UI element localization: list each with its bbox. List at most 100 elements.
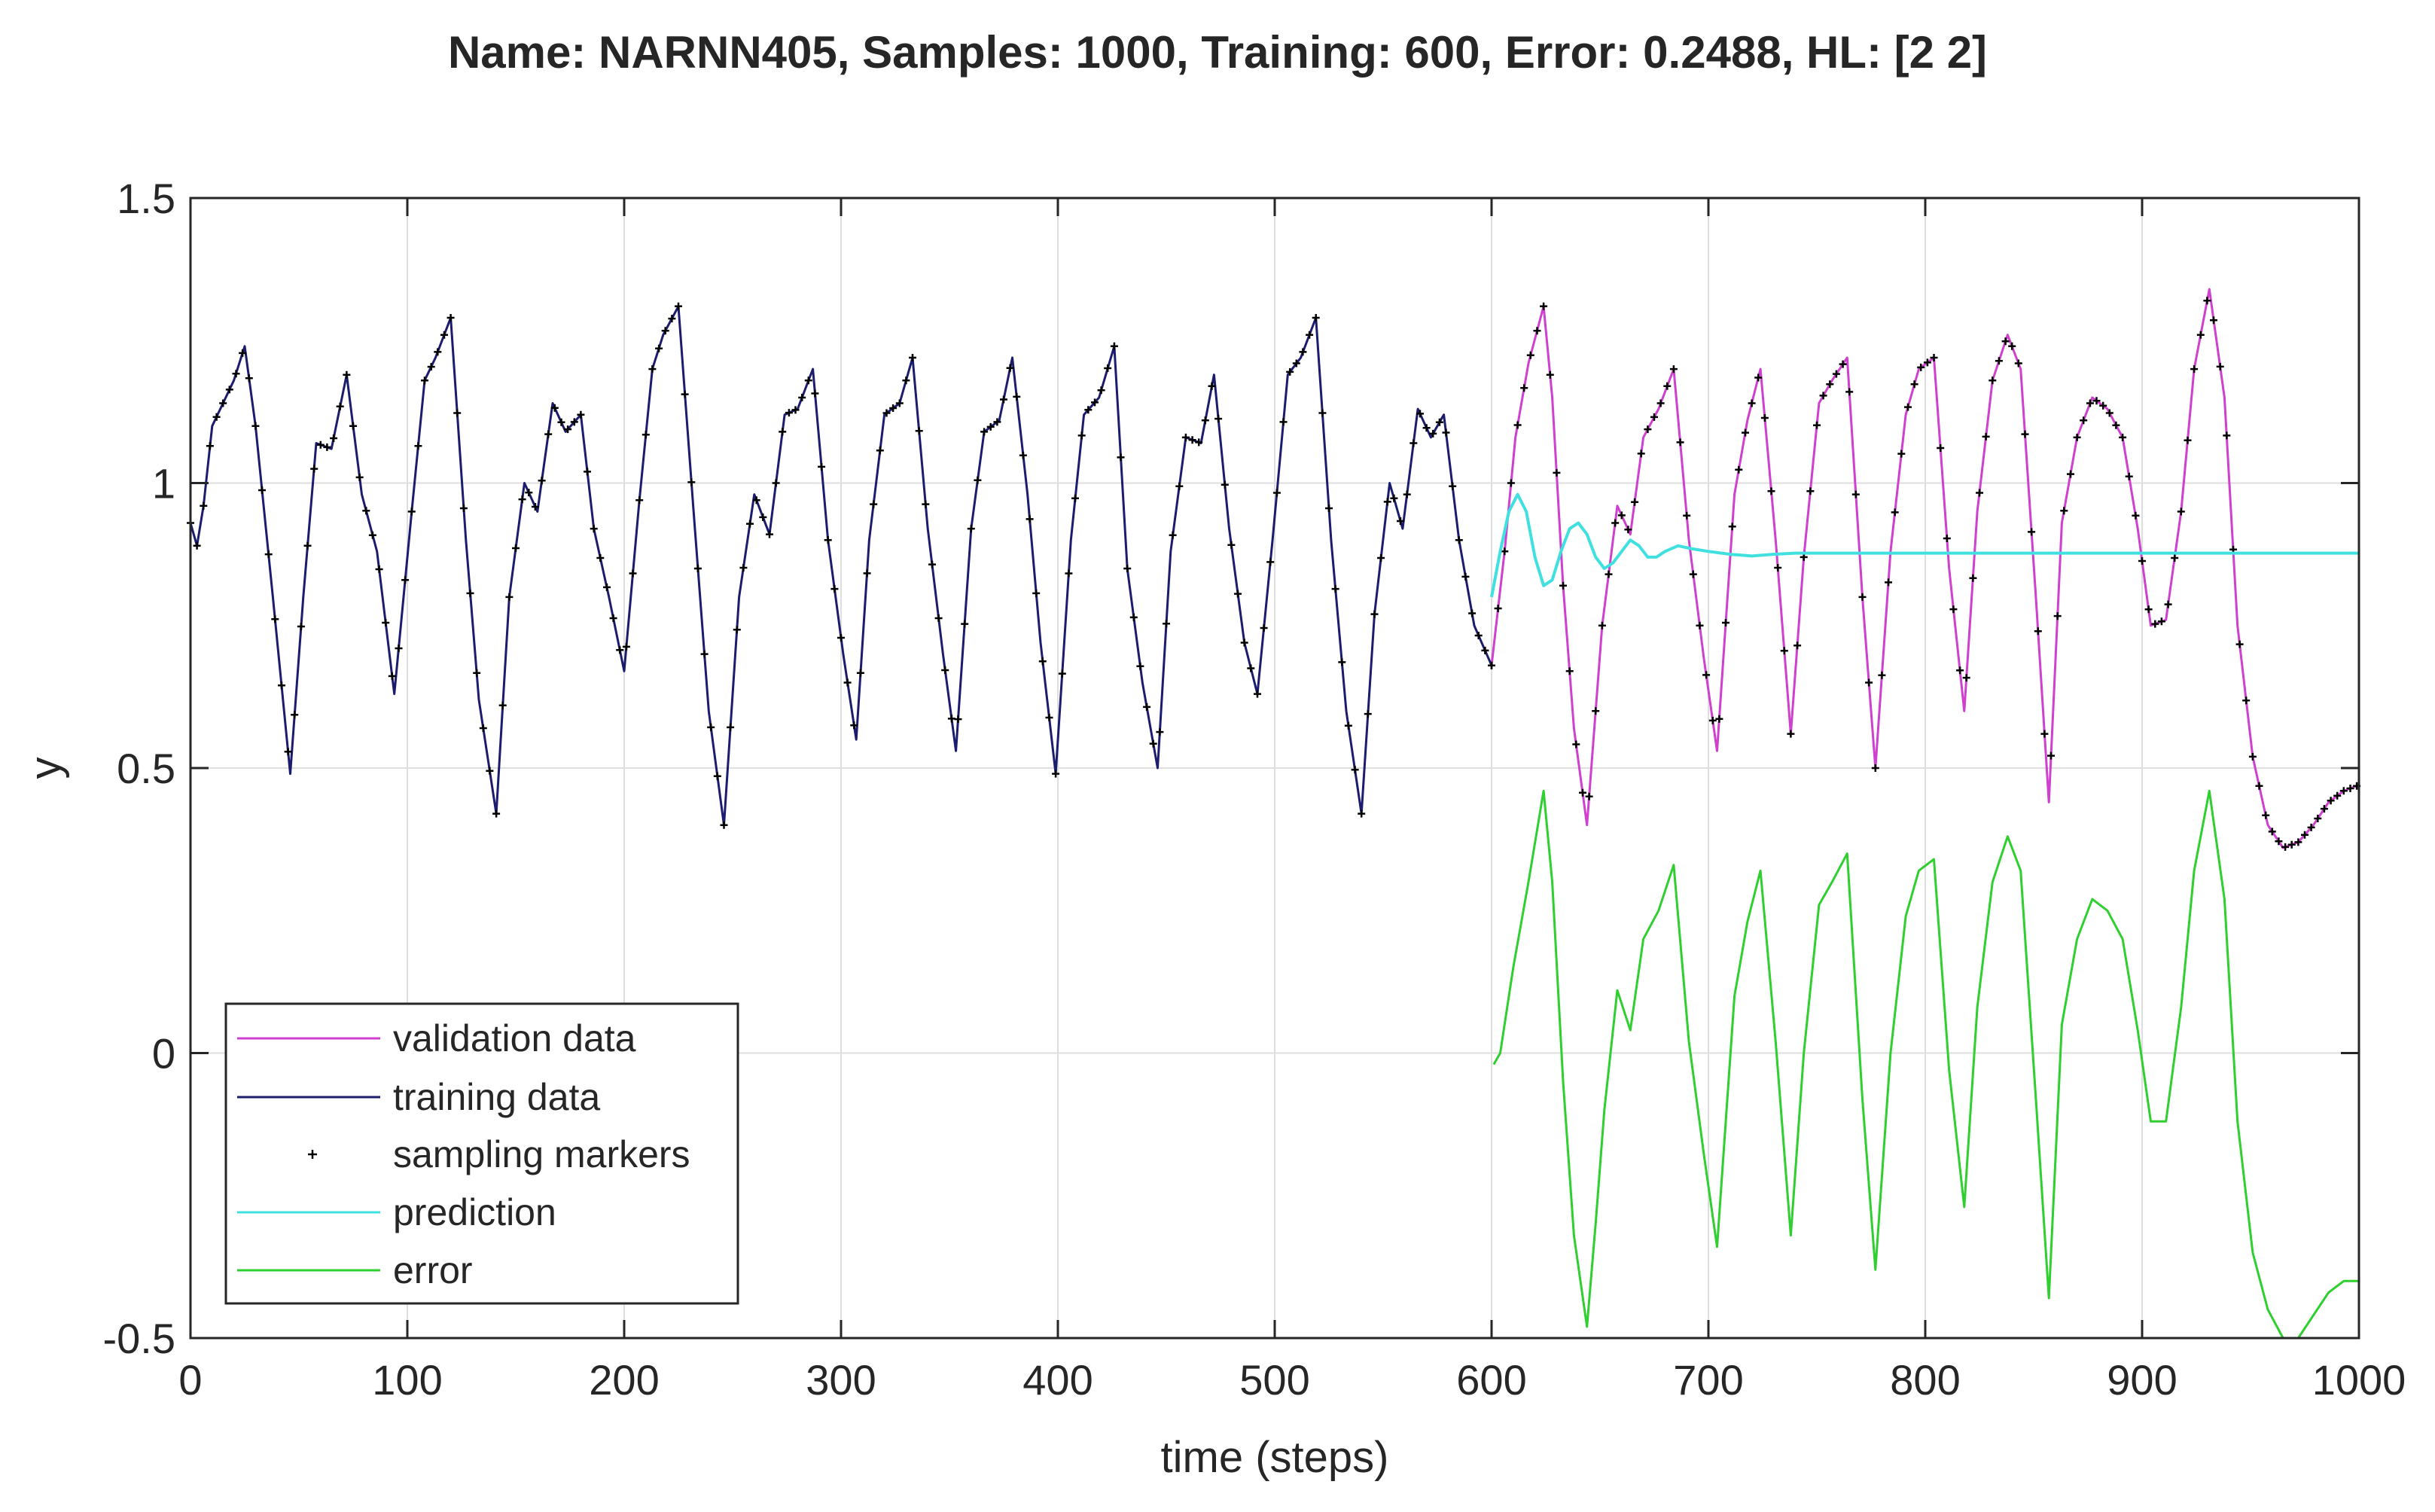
sampling-marker bbox=[200, 501, 208, 510]
sampling-marker bbox=[407, 508, 416, 516]
sampling-marker bbox=[1572, 740, 1580, 748]
sampling-marker bbox=[232, 370, 240, 378]
sampling-marker bbox=[525, 489, 533, 497]
sampling-marker bbox=[1240, 639, 1248, 647]
sampling-marker bbox=[1247, 664, 1255, 672]
sampling-marker bbox=[1702, 671, 1711, 679]
sampling-marker bbox=[1481, 646, 1489, 654]
sampling-marker bbox=[856, 669, 864, 677]
sampling-marker bbox=[401, 576, 410, 584]
y-tick-label: 1 bbox=[152, 460, 175, 508]
sampling-marker bbox=[1858, 593, 1867, 601]
sampling-marker bbox=[1891, 508, 1899, 517]
sampling-marker bbox=[1175, 482, 1184, 490]
sampling-marker bbox=[1227, 541, 1236, 549]
sampling-marker bbox=[564, 425, 572, 434]
sampling-marker bbox=[1793, 642, 1802, 650]
sampling-marker bbox=[1742, 428, 1749, 437]
legend-label: sampling markers bbox=[393, 1133, 690, 1175]
sampling-marker bbox=[661, 327, 669, 335]
sampling-marker bbox=[1370, 610, 1379, 618]
sampling-marker bbox=[375, 565, 383, 573]
sampling-marker bbox=[297, 623, 305, 630]
sampling-marker bbox=[616, 646, 624, 654]
sampling-marker bbox=[2014, 359, 2022, 367]
sampling-marker bbox=[343, 370, 351, 379]
sampling-marker bbox=[1774, 564, 1782, 572]
sampling-marker bbox=[876, 447, 884, 455]
sampling-marker bbox=[1663, 382, 1672, 390]
sampling-marker bbox=[2190, 365, 2199, 373]
sampling-marker bbox=[675, 302, 682, 310]
chart-title: Name: NARNN405, Samples: 1000, Training:… bbox=[448, 27, 1987, 78]
sampling-marker bbox=[2339, 787, 2348, 795]
sampling-marker bbox=[1143, 703, 1151, 711]
sampling-marker bbox=[1292, 359, 1300, 367]
sampling-marker bbox=[434, 348, 442, 356]
sampling-marker bbox=[1181, 433, 1190, 441]
sampling-marker bbox=[850, 721, 858, 730]
y-tick-label: 0.5 bbox=[117, 745, 175, 792]
sampling-marker bbox=[2132, 511, 2140, 520]
sampling-marker bbox=[453, 409, 462, 417]
sampling-marker bbox=[727, 723, 735, 731]
sampling-marker bbox=[720, 821, 728, 829]
sampling-marker bbox=[1468, 609, 1477, 617]
sampling-marker bbox=[609, 614, 617, 622]
sampling-marker bbox=[1163, 620, 1170, 628]
sampling-marker bbox=[2028, 528, 2036, 536]
sampling-marker bbox=[1897, 450, 1906, 458]
sampling-marker bbox=[349, 422, 357, 430]
sampling-marker bbox=[1637, 450, 1645, 458]
sampling-marker bbox=[1598, 621, 1606, 629]
sampling-marker bbox=[1377, 554, 1385, 562]
x-tick-label: 100 bbox=[372, 1356, 442, 1404]
sampling-marker bbox=[336, 402, 344, 410]
sampling-marker bbox=[1129, 613, 1138, 621]
sampling-marker bbox=[1982, 432, 1990, 440]
sampling-marker bbox=[941, 666, 949, 674]
sampling-marker bbox=[1403, 490, 1411, 498]
sampling-marker bbox=[2047, 751, 2055, 760]
sampling-marker bbox=[1624, 526, 1632, 534]
sampling-marker bbox=[1364, 710, 1372, 718]
sampling-marker bbox=[505, 593, 514, 601]
sampling-marker bbox=[1546, 370, 1554, 379]
sampling-marker bbox=[2040, 730, 2049, 738]
sampling-marker bbox=[2099, 401, 2107, 410]
sampling-marker bbox=[538, 477, 546, 485]
sampling-marker bbox=[1976, 489, 1983, 497]
sampling-marker bbox=[772, 479, 780, 487]
sampling-marker bbox=[2281, 843, 2290, 851]
sampling-marker bbox=[278, 681, 285, 690]
sampling-marker bbox=[395, 645, 403, 652]
sampling-marker bbox=[1221, 480, 1229, 489]
sampling-marker bbox=[1904, 403, 1912, 411]
sampling-marker bbox=[2287, 840, 2296, 849]
sampling-marker bbox=[518, 495, 526, 504]
sampling-marker bbox=[1930, 354, 1938, 361]
sampling-marker bbox=[974, 476, 982, 484]
sampling-marker bbox=[590, 525, 598, 533]
sampling-marker bbox=[1110, 342, 1118, 350]
sampling-marker bbox=[1195, 438, 1203, 447]
sampling-marker bbox=[759, 513, 767, 521]
sampling-marker bbox=[1188, 436, 1196, 444]
sampling-marker bbox=[668, 315, 676, 323]
legend-marker-symbol bbox=[308, 1150, 317, 1159]
legend-label: validation data bbox=[393, 1017, 636, 1059]
sampling-marker bbox=[1540, 302, 1548, 310]
sampling-marker bbox=[2067, 470, 2074, 478]
sampling-marker bbox=[330, 434, 338, 442]
y-axis-label: y bbox=[21, 758, 70, 779]
sampling-marker bbox=[622, 642, 630, 651]
x-tick-label: 400 bbox=[1022, 1356, 1093, 1404]
sampling-marker bbox=[700, 650, 709, 658]
sampling-marker bbox=[1071, 494, 1079, 502]
sampling-marker bbox=[479, 724, 487, 732]
sampling-marker bbox=[193, 541, 201, 550]
sampling-marker bbox=[1013, 392, 1021, 401]
sampling-marker bbox=[1429, 429, 1437, 437]
sampling-marker bbox=[954, 715, 962, 724]
